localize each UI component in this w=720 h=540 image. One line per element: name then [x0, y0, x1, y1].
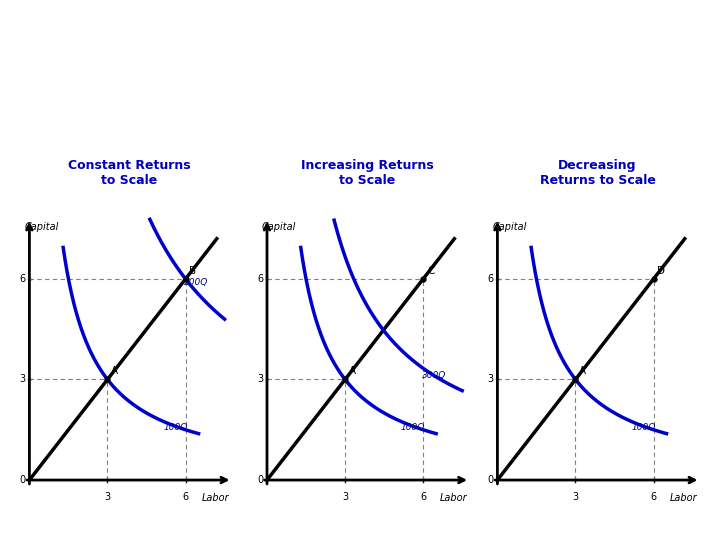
Text: 0: 0 [257, 475, 263, 485]
Text: 6: 6 [182, 492, 189, 502]
Text: 3: 3 [342, 492, 348, 502]
Text: 100Q: 100Q [401, 423, 426, 432]
Text: A: A [580, 366, 587, 376]
Text: Labor: Labor [670, 494, 698, 503]
Text: A: A [349, 366, 356, 376]
Text: 6: 6 [257, 274, 263, 284]
Text: C: C [427, 266, 434, 275]
Text: Labor: Labor [202, 494, 230, 503]
Text: Capital: Capital [24, 222, 58, 232]
Text: Decreasing
Returns to Scale: Decreasing Returns to Scale [540, 159, 655, 187]
Text: 3: 3 [19, 374, 25, 384]
Text: 0: 0 [19, 475, 25, 485]
Text: A: A [112, 366, 119, 376]
Text: 3: 3 [104, 492, 111, 502]
Text: 6: 6 [420, 492, 426, 502]
Text: Skala Hasil (Returns to Scale): Skala Hasil (Returns to Scale) [127, 82, 593, 110]
Text: 0: 0 [487, 475, 493, 485]
Text: 200Q: 200Q [184, 279, 209, 287]
Text: D: D [657, 266, 665, 275]
Text: 100Q: 100Q [163, 423, 188, 432]
Text: Capital: Capital [262, 222, 296, 232]
Text: 6: 6 [650, 492, 657, 502]
Text: 3: 3 [257, 374, 263, 384]
Text: Capital: Capital [492, 222, 526, 232]
Text: B: B [189, 266, 197, 275]
Text: 3: 3 [572, 492, 579, 502]
Text: Constant Returns
to Scale: Constant Returns to Scale [68, 159, 191, 187]
Text: 3: 3 [487, 374, 493, 384]
Text: 6: 6 [487, 274, 493, 284]
Text: Labor: Labor [440, 494, 467, 503]
Text: 6: 6 [19, 274, 25, 284]
Text: 300Q: 300Q [422, 371, 446, 380]
Text: Increasing Returns
to Scale: Increasing Returns to Scale [301, 159, 433, 187]
Text: 100Q: 100Q [631, 423, 656, 432]
